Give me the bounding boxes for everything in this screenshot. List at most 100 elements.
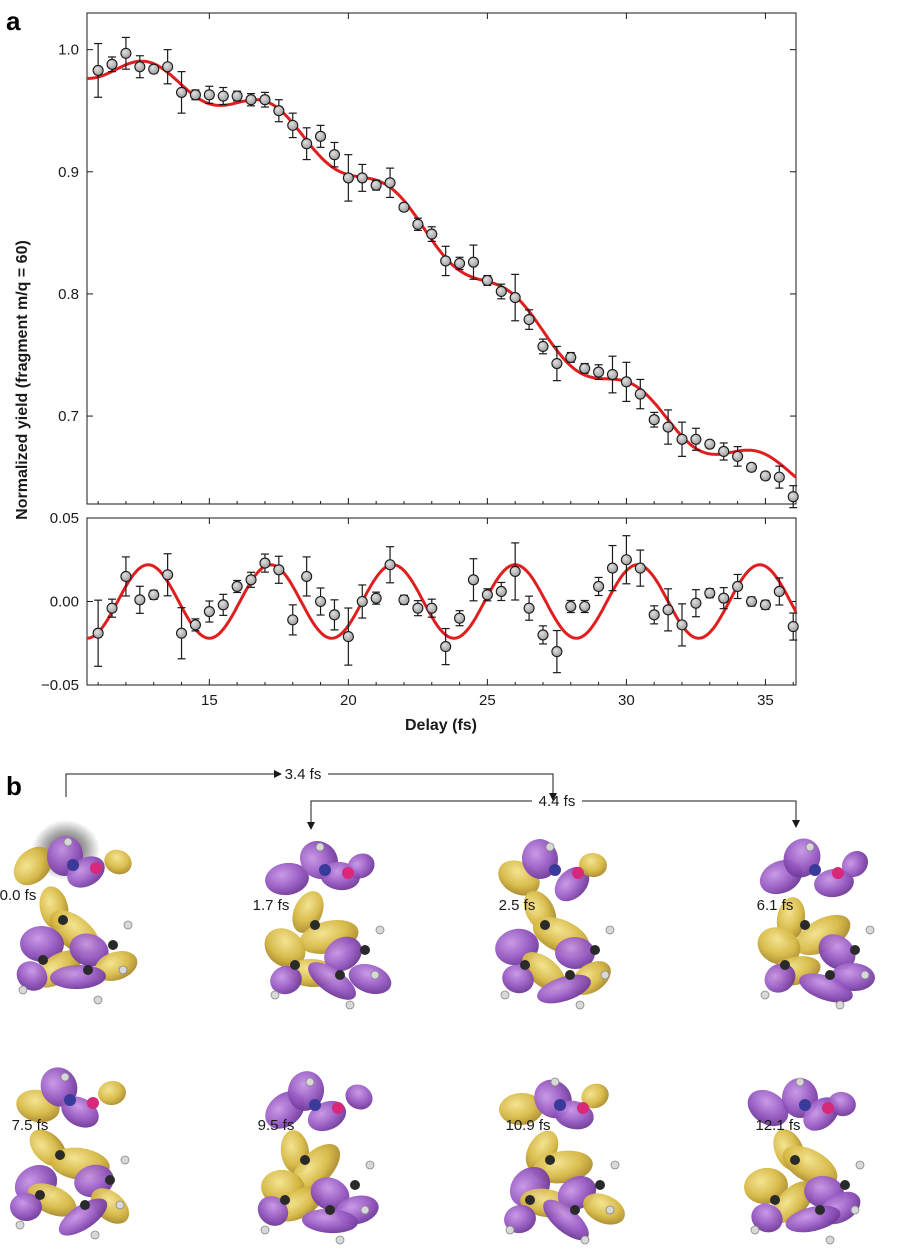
bottom-point <box>301 556 313 597</box>
molecule-snapshot <box>257 1071 379 1245</box>
bottom-point <box>759 599 771 611</box>
y-tick-label: 0.8 <box>58 286 79 303</box>
atom <box>565 970 575 980</box>
atom <box>809 864 821 876</box>
molecule-snapshot <box>264 840 392 1010</box>
top-point <box>92 42 104 98</box>
data-marker <box>440 641 452 653</box>
bottom-data-points <box>92 535 799 674</box>
top-point <box>495 283 507 300</box>
hydrogen-atom <box>370 970 380 980</box>
data-marker <box>356 595 368 608</box>
orbital-lobe-purple <box>69 933 109 967</box>
bottom-point <box>231 579 243 594</box>
data-marker <box>593 580 605 593</box>
data-marker <box>634 388 646 400</box>
orbital-lobe-purple <box>543 1199 589 1241</box>
data-marker <box>259 557 271 569</box>
hydrogen-atom <box>600 970 610 980</box>
data-marker <box>634 562 646 574</box>
hydrogen-atom <box>118 965 128 975</box>
hydrogen-atom <box>825 1235 835 1245</box>
data-marker <box>690 433 702 445</box>
data-marker <box>301 138 313 150</box>
snapshot-time-label: 2.5 fs <box>499 897 536 914</box>
top-point <box>259 91 271 108</box>
bottom-fit-curve <box>86 563 798 640</box>
orbital-lobe-purple <box>308 962 356 1000</box>
top-point <box>467 244 480 280</box>
top-point <box>120 36 132 70</box>
top-point <box>620 361 632 403</box>
interval-label-1: 4.4 fs <box>539 793 576 810</box>
hydrogen-atom <box>60 1072 70 1082</box>
top-point <box>551 345 563 382</box>
molecule-snapshot <box>744 1077 865 1245</box>
molecule-snapshot <box>10 1067 130 1240</box>
top-point <box>175 71 188 114</box>
bottom-x-ticks: 15 20 25 30 35 <box>97 518 794 709</box>
data-marker <box>676 433 688 445</box>
hydrogen-atom <box>115 1200 125 1210</box>
y-axis-title: Normalized yield (fragment m/q = 60) <box>14 240 31 520</box>
hydrogen-atom <box>855 1160 865 1170</box>
top-plot: 0.7 0.8 0.9 1.0 <box>58 12 799 509</box>
top-point <box>301 127 313 161</box>
bottom-point <box>523 595 535 621</box>
top-point <box>273 99 285 123</box>
bottom-point <box>579 599 591 614</box>
snapshot-time-label: 9.5 fs <box>258 1117 295 1134</box>
top-point <box>648 411 660 428</box>
bottom-point <box>732 573 744 600</box>
hydrogen-atom <box>15 1220 25 1230</box>
bottom-point <box>565 599 577 614</box>
atom <box>332 1102 344 1114</box>
snapshot-time-label: 7.5 fs <box>12 1117 49 1134</box>
bottom-point <box>676 603 688 647</box>
bottom-point <box>370 591 382 605</box>
data-marker <box>356 172 368 184</box>
hydrogen-atom <box>835 1000 845 1010</box>
data-marker <box>593 366 605 378</box>
data-marker <box>273 105 285 117</box>
atom <box>335 970 345 980</box>
data-marker <box>648 609 660 621</box>
atom <box>850 945 860 955</box>
atom <box>83 965 93 975</box>
data-marker <box>732 450 744 462</box>
data-marker <box>509 292 521 304</box>
data-marker <box>217 599 229 611</box>
bottom-point <box>342 607 354 666</box>
data-marker <box>620 376 632 388</box>
hydrogen-atom <box>93 995 103 1005</box>
data-marker <box>162 61 174 73</box>
bottom-point <box>328 599 341 631</box>
top-point <box>134 55 146 79</box>
top-point <box>537 338 549 355</box>
data-marker <box>273 564 285 576</box>
data-marker <box>551 646 563 658</box>
data-marker <box>745 595 758 608</box>
orbital-lobe-yellow <box>744 1167 788 1205</box>
top-point <box>342 154 354 202</box>
molecule-snapshot <box>757 838 875 1010</box>
orbital-lobe-yellow <box>94 951 138 981</box>
bottom-point <box>606 544 619 592</box>
top-point <box>231 90 243 102</box>
data-marker <box>787 620 799 633</box>
hydrogen-atom <box>123 920 133 930</box>
data-marker <box>412 602 424 614</box>
atom <box>832 867 844 879</box>
bottom-point <box>175 607 188 660</box>
top-point <box>203 85 215 104</box>
data-marker <box>370 592 382 604</box>
top-plot-frame <box>86 12 797 505</box>
data-marker <box>606 562 619 574</box>
data-marker <box>106 602 118 614</box>
top-point <box>773 465 785 489</box>
bottom-point <box>287 604 299 636</box>
data-marker <box>704 587 716 599</box>
data-marker <box>454 612 466 624</box>
orbital-lobe-purple <box>270 965 302 995</box>
